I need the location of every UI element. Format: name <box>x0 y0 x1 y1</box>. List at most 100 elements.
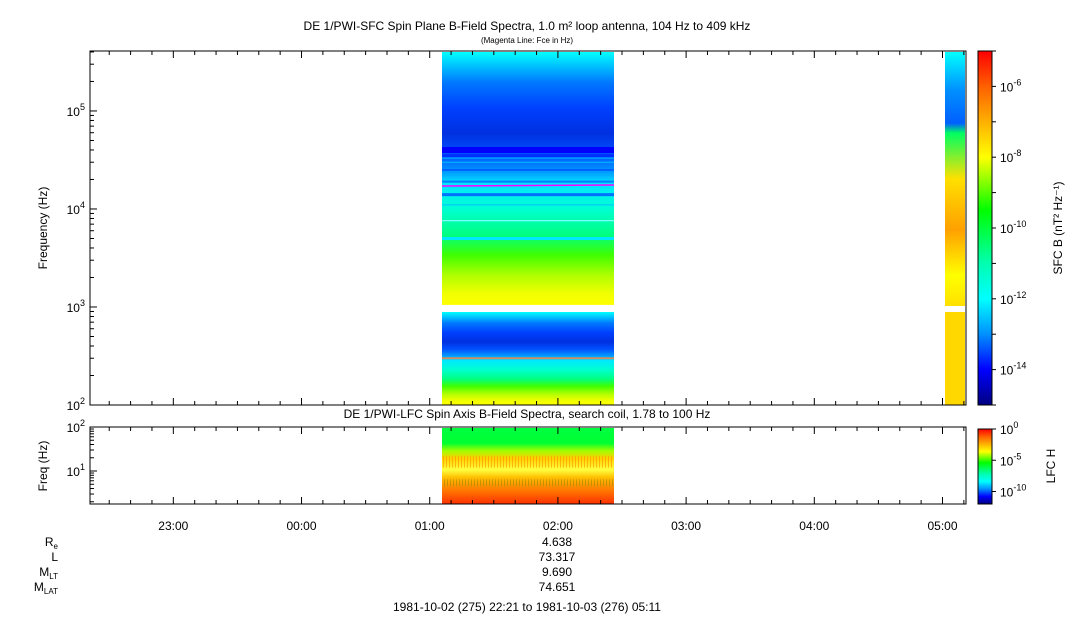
lfc-stripe <box>480 479 481 487</box>
lfc-stripe <box>462 479 463 487</box>
lfc-stripe <box>597 479 598 487</box>
lfc-stripe <box>470 455 471 468</box>
sfc-band <box>442 174 614 176</box>
sfc-colorbar-ticks: 10-6 10-8 10-10 10-12 10-14 <box>992 50 1026 406</box>
ephemeris-value: 74.651 <box>539 580 576 594</box>
time-tick-label: 02:00 <box>543 519 573 533</box>
lfc-stripe <box>516 479 517 487</box>
lfc-stripe <box>458 455 459 468</box>
lfc-stripe <box>468 479 469 487</box>
lfc-stripe <box>509 455 510 468</box>
sfc-ytick-label: 102 <box>67 396 85 413</box>
time-tick-label: 23:00 <box>158 519 188 533</box>
lfc-stripe <box>588 479 589 487</box>
lfc-stripe <box>609 479 610 487</box>
lfc-stripe <box>495 479 496 487</box>
sfc-ylabel: Frequency (Hz) <box>36 187 50 270</box>
lfc-stripe <box>476 455 477 468</box>
sfc-band <box>442 220 614 222</box>
time-tick-label: 00:00 <box>287 519 317 533</box>
sfc-title: DE 1/PWI-SFC Spin Plane B-Field Spectra,… <box>304 19 751 33</box>
sfc-ctick-label: 10-12 <box>1000 290 1026 307</box>
lfc-stripe <box>542 455 543 468</box>
lfc-stripe <box>596 455 597 468</box>
sfc-plot-area <box>89 50 967 406</box>
lfc-stripe <box>603 479 604 487</box>
lfc-stripe <box>455 455 456 468</box>
lfc-ctick-label: 100 <box>1000 420 1018 437</box>
sfc-band <box>442 157 614 159</box>
lfc-stripe <box>545 455 546 468</box>
sfc-subtitle: (Magenta Line: Fce in Hz) <box>481 36 573 45</box>
lfc-colorbar <box>977 428 993 505</box>
ephemeris-table: Re 4.638 L 73.317 MLT 9.690 MLAT 74.651 <box>34 535 576 596</box>
lfc-stripe <box>510 479 511 487</box>
lfc-stripe <box>549 479 550 487</box>
lfc-y-axis: 102 101 <box>67 418 97 503</box>
sfc-segment-1-upper <box>442 52 614 306</box>
lfc-stripe <box>537 479 538 487</box>
lfc-plot-area <box>89 426 967 505</box>
lfc-stripe <box>566 455 567 468</box>
lfc-stripe <box>573 479 574 487</box>
sfc-ctick-label: 10-8 <box>1000 148 1021 165</box>
lfc-stripe <box>527 455 528 468</box>
lfc-stripe <box>528 479 529 487</box>
lfc-stripe <box>471 479 472 487</box>
ephemeris-value: 4.638 <box>542 535 572 549</box>
lfc-stripe <box>554 455 555 468</box>
lfc-stripe <box>504 479 505 487</box>
sfc-ctick-label: 10-10 <box>1000 219 1026 236</box>
lfc-stripe <box>539 455 540 468</box>
sfc-band <box>442 146 614 153</box>
lfc-stripe <box>591 479 592 487</box>
lfc-stripe <box>507 479 508 487</box>
lfc-ctick-label: 10-5 <box>1000 451 1021 468</box>
lfc-colorbar-label: LFC H <box>1044 449 1058 484</box>
lfc-stripe <box>519 479 520 487</box>
lfc-stripe <box>525 479 526 487</box>
lfc-colorbar-ticks: 100 10-5 10-10 <box>992 420 1026 500</box>
lfc-stripe <box>540 479 541 487</box>
lfc-stripe <box>548 455 549 468</box>
lfc-stripe <box>447 479 448 487</box>
sfc-ctick-label: 10-6 <box>1000 77 1021 94</box>
lfc-stripe <box>474 479 475 487</box>
lfc-stripe <box>444 479 445 487</box>
sfc-colorbar <box>977 50 993 406</box>
lfc-stripe <box>450 479 451 487</box>
lfc-stripe <box>555 479 556 487</box>
lfc-stripe <box>584 455 585 468</box>
sfc-band <box>442 180 614 183</box>
lfc-stripe <box>593 455 594 468</box>
ephemeris-value: 73.317 <box>539 550 576 564</box>
sfc-band <box>442 187 614 189</box>
sfc-segment-2-lower <box>945 312 965 405</box>
time-range-label: 1981-10-02 (275) 22:21 to 1981-10-03 (27… <box>393 600 661 614</box>
lfc-stripe <box>506 455 507 468</box>
lfc-stripe <box>582 479 583 487</box>
lfc-stripe <box>503 455 504 468</box>
lfc-stripe <box>581 455 582 468</box>
lfc-stripe <box>497 455 498 468</box>
lfc-stripe <box>587 455 588 468</box>
lfc-stripe <box>585 479 586 487</box>
ephemeris-label: MLAT <box>34 580 58 596</box>
lfc-stripe <box>533 455 534 468</box>
time-tick-label: 04:00 <box>799 519 829 533</box>
lfc-stripe <box>453 479 454 487</box>
lfc-frame <box>89 426 967 505</box>
lfc-stripe <box>512 455 513 468</box>
lfc-stripe <box>563 455 564 468</box>
lfc-stripe <box>551 455 552 468</box>
lfc-stripe <box>534 479 535 487</box>
time-tick-label: 03:00 <box>671 519 701 533</box>
lfc-stripe <box>501 479 502 487</box>
lfc-stripe <box>543 479 544 487</box>
lfc-stripe <box>608 455 609 468</box>
lfc-stripe <box>575 455 576 468</box>
lfc-stripe <box>486 479 487 487</box>
sfc-ytick-label: 104 <box>67 200 85 217</box>
lfc-stripe <box>443 455 444 468</box>
